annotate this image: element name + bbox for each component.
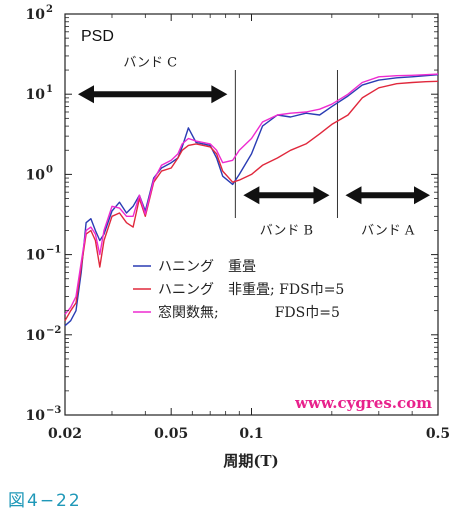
x-tick-label: 0.05 [154,426,188,442]
series-line-0 [64,74,439,327]
y-tick-label: 10 [26,248,46,264]
figure-label: 図4−22 [8,491,82,511]
band-arrow-shape [345,186,430,205]
legend-label-0: ハニング 重畳 [158,259,256,275]
x-tick-label: 0.02 [48,426,82,442]
y-tick-label: 10 [26,167,46,183]
legend-label-1: ハニング 非重畳; FDS巾=5 [158,282,344,298]
series-line-2 [64,73,439,315]
band-label: バンド A [361,223,415,238]
y-tick-exponent: −2 [46,325,61,336]
x-axis-label: 周期(T) [223,452,278,470]
y-tick-label: 10 [26,7,46,23]
band-layer: バンド C バンド B バンド A [78,55,430,238]
band-arrow-shape [78,85,228,104]
y-tick-label: 10 [26,328,46,344]
y-tick-label: 10 [26,87,46,103]
y-tick-exponent: 0 [46,164,53,175]
y-tick-exponent: −1 [46,245,61,256]
band-double-arrow [243,186,330,205]
band-label: バンド C [123,55,177,70]
band-arrow-shape [243,186,330,205]
y-tick-exponent: 1 [46,84,53,95]
band-double-arrow [345,186,430,205]
y-tick-exponent: 2 [46,4,53,15]
series-line-1 [64,80,439,322]
band-double-arrow [78,85,228,104]
chart-title: PSD [81,28,114,45]
y-tick-label: 10 [26,408,46,424]
x-tick-label: 0.5 [426,426,450,442]
legend-label-2: 窓関数無; FDS巾=5 [158,304,340,321]
band-label: バンド B [260,223,313,238]
url-annotation: www.cygres.com [294,394,432,412]
y-tick-exponent: −3 [46,405,61,416]
series-layer [64,73,439,327]
legend: ハニング 重畳 ハニング 非重畳; FDS巾=5 窓関数無; FDS巾=5 [133,259,344,321]
x-tick-label: 0.1 [239,426,263,442]
